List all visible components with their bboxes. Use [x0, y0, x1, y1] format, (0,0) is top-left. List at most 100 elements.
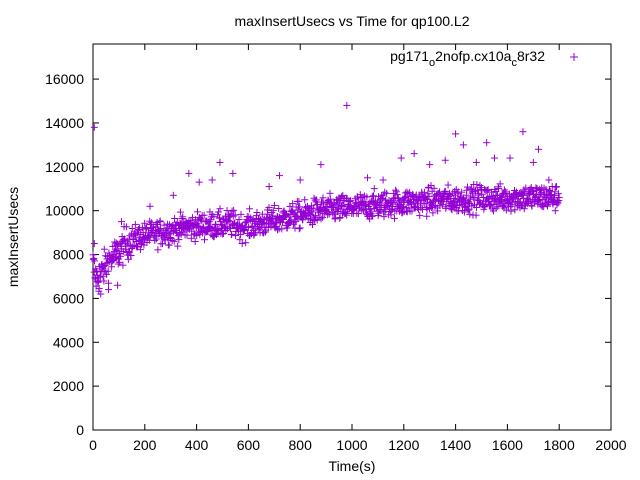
y-axis-title: maxInsertUsecs: [5, 187, 21, 287]
data-point: [429, 209, 437, 217]
data-point: [154, 246, 162, 254]
data-point: [103, 270, 111, 278]
data-point: [134, 225, 142, 233]
data-point: [275, 172, 283, 180]
data-point: [410, 203, 418, 211]
data-point: [237, 210, 245, 218]
data-point: [296, 176, 304, 184]
data-point: [176, 229, 184, 237]
data-point: [452, 130, 460, 138]
data-point: [117, 252, 125, 260]
data-point: [463, 186, 471, 194]
data-point: [490, 154, 498, 162]
data-point: [295, 197, 303, 205]
y-tick-label: 16000: [45, 71, 84, 87]
data-point: [317, 204, 325, 212]
data-point: [208, 176, 216, 184]
data-point: [370, 185, 378, 193]
data-point: [216, 158, 224, 166]
data-point: [551, 207, 559, 215]
data-point: [483, 139, 491, 147]
data-point: [282, 212, 290, 220]
data-point: [326, 189, 334, 197]
data-point: [250, 230, 258, 238]
data-point: [108, 263, 116, 271]
y-tick-label: 12000: [45, 159, 84, 175]
data-point: [128, 225, 136, 233]
data-point: [216, 214, 224, 222]
data-point: [392, 186, 400, 194]
x-tick-label: 2000: [595, 437, 626, 453]
data-point: [265, 183, 273, 191]
data-point: [336, 213, 344, 221]
data-point: [308, 208, 316, 216]
data-point: [141, 219, 149, 227]
data-point: [117, 218, 125, 226]
data-point: [473, 181, 481, 189]
data-point: [175, 236, 183, 244]
data-point: [511, 206, 519, 214]
data-point: [459, 141, 467, 149]
legend-label-part-1: pg171: [390, 48, 429, 64]
data-point: [210, 213, 218, 221]
x-tick-label: 600: [237, 437, 261, 453]
data-point: [231, 211, 239, 219]
data-point: [90, 240, 98, 248]
data-point: [146, 202, 154, 210]
data-point: [534, 145, 542, 153]
data-point: [259, 219, 267, 227]
data-point: [543, 194, 551, 202]
data-point: [496, 180, 504, 188]
data-point: [100, 245, 108, 253]
data-point: [464, 206, 472, 214]
data-point: [472, 211, 480, 219]
axis-ticks: 0 200 400 600 800 1000 1200 1400 1600 1800 2000 0 20…: [45, 44, 627, 453]
data-point: [242, 239, 250, 247]
data-point: [536, 196, 544, 204]
data-point: [426, 161, 434, 169]
data-point: [397, 154, 405, 162]
data-point: [393, 191, 401, 199]
data-point: [216, 205, 224, 213]
data-point: [143, 224, 151, 232]
data-point: [170, 237, 178, 245]
data-point: [119, 261, 127, 269]
data-point: [108, 257, 116, 265]
data-point: [229, 169, 237, 177]
data-point: [453, 201, 461, 209]
data-point: [340, 201, 348, 209]
data-point: [387, 211, 395, 219]
data-point: [363, 193, 371, 201]
data-point: [200, 236, 208, 244]
data-point: [214, 208, 222, 216]
x-tick-label: 400: [185, 437, 209, 453]
data-point: [520, 205, 528, 213]
data-point: [441, 187, 449, 195]
data-point: [124, 255, 132, 263]
data-point: [346, 198, 354, 206]
data-point: [207, 216, 215, 224]
x-tick-label: 0: [89, 437, 97, 453]
data-point: [90, 123, 98, 131]
data-points: [89, 101, 563, 298]
data-point: [299, 216, 307, 224]
data-point: [195, 178, 203, 186]
legend: pg171o2nofp.cx10ac8r32: [390, 48, 578, 69]
data-point: [421, 199, 429, 207]
data-point: [105, 286, 113, 294]
data-point: [176, 219, 184, 227]
x-tick-label: 1400: [440, 437, 471, 453]
y-tick-label: 6000: [53, 290, 84, 306]
data-point: [458, 188, 466, 196]
data-point: [312, 212, 320, 220]
data-point: [438, 201, 446, 209]
data-point: [441, 156, 449, 164]
data-point: [301, 196, 309, 204]
data-point: [343, 101, 351, 109]
data-point: [125, 247, 133, 255]
data-point: [319, 213, 327, 221]
data-point: [222, 226, 230, 234]
data-point: [467, 184, 475, 192]
data-point: [174, 242, 182, 250]
